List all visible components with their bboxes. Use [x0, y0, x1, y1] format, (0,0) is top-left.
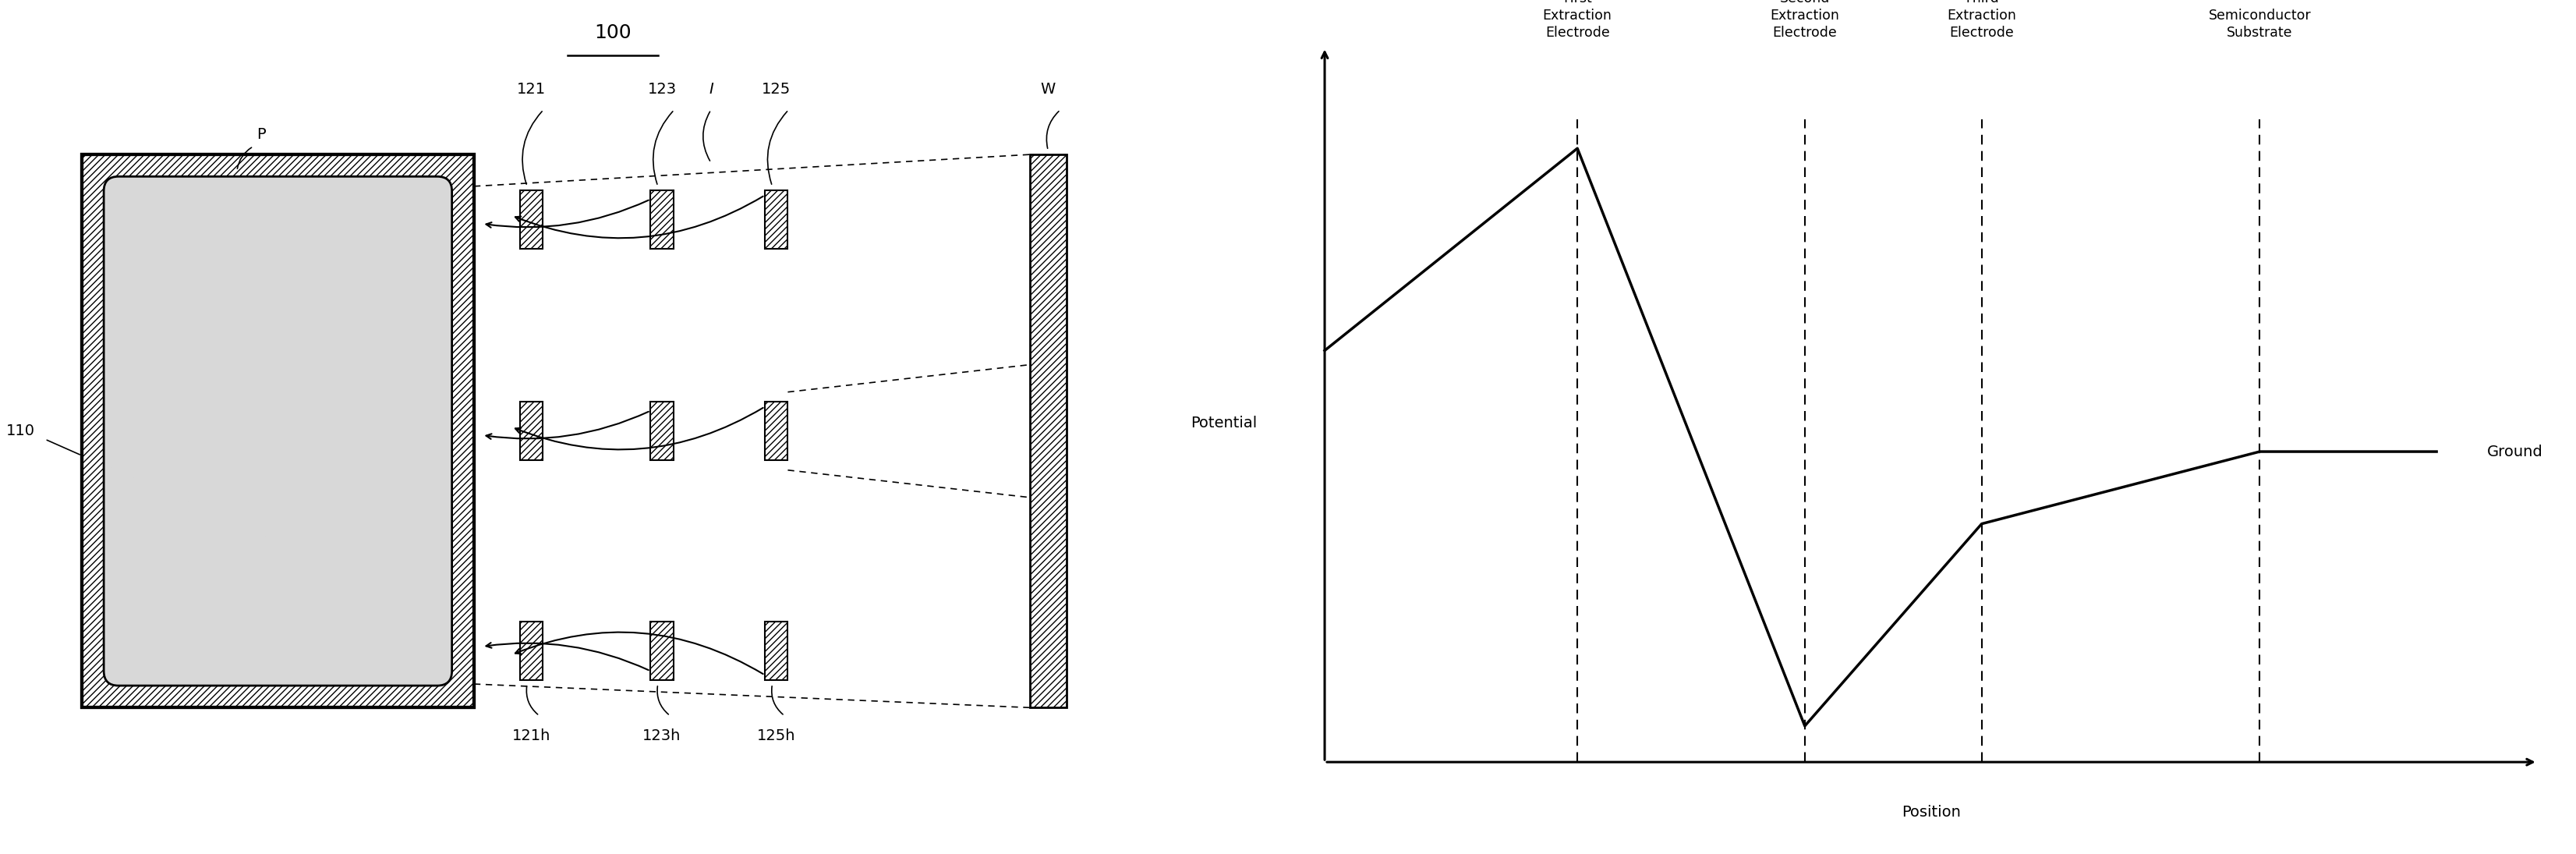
Text: P: P	[258, 126, 265, 142]
Text: Potential: Potential	[1190, 415, 1257, 430]
Bar	[113, 185, 443, 676]
Bar	[520, 401, 544, 460]
Text: Third
Extraction
Electrode: Third Extraction Electrode	[1947, 0, 2017, 40]
Bar	[765, 401, 788, 460]
Bar	[652, 401, 672, 460]
Bar	[652, 190, 672, 249]
Text: Ground: Ground	[2486, 444, 2543, 459]
Text: 100: 100	[595, 23, 631, 42]
Bar	[113, 185, 443, 676]
Text: 123: 123	[647, 82, 677, 97]
Bar	[520, 622, 544, 680]
Bar	[520, 190, 544, 249]
Bar	[520, 401, 544, 460]
Bar	[652, 622, 672, 680]
Text: First
Extraction
Electrode: First Extraction Electrode	[1543, 0, 1613, 40]
Text: 125h: 125h	[757, 728, 796, 744]
Bar	[765, 622, 788, 680]
Text: Position: Position	[1901, 805, 1960, 820]
Text: 125: 125	[762, 82, 791, 97]
Text: 121: 121	[518, 82, 546, 97]
Text: 121h: 121h	[513, 728, 551, 744]
Bar	[520, 190, 544, 249]
Text: Second
Extraction
Electrode: Second Extraction Electrode	[1770, 0, 1839, 40]
Bar	[652, 401, 672, 460]
Text: 110: 110	[5, 424, 36, 438]
Bar	[652, 622, 672, 680]
Bar	[520, 622, 544, 680]
Bar	[765, 190, 788, 249]
Text: I: I	[708, 82, 714, 97]
Bar	[82, 155, 474, 708]
Bar	[765, 401, 788, 460]
FancyBboxPatch shape	[103, 177, 451, 686]
Text: 123h: 123h	[641, 728, 680, 744]
Bar	[1030, 155, 1066, 708]
Text: W: W	[1041, 82, 1056, 97]
Bar	[652, 190, 672, 249]
Bar	[82, 155, 474, 708]
Bar	[765, 190, 788, 249]
Text: Semiconductor
Substrate: Semiconductor Substrate	[2208, 9, 2311, 40]
Bar	[82, 155, 474, 708]
Bar	[765, 622, 788, 680]
Bar	[1030, 155, 1066, 708]
